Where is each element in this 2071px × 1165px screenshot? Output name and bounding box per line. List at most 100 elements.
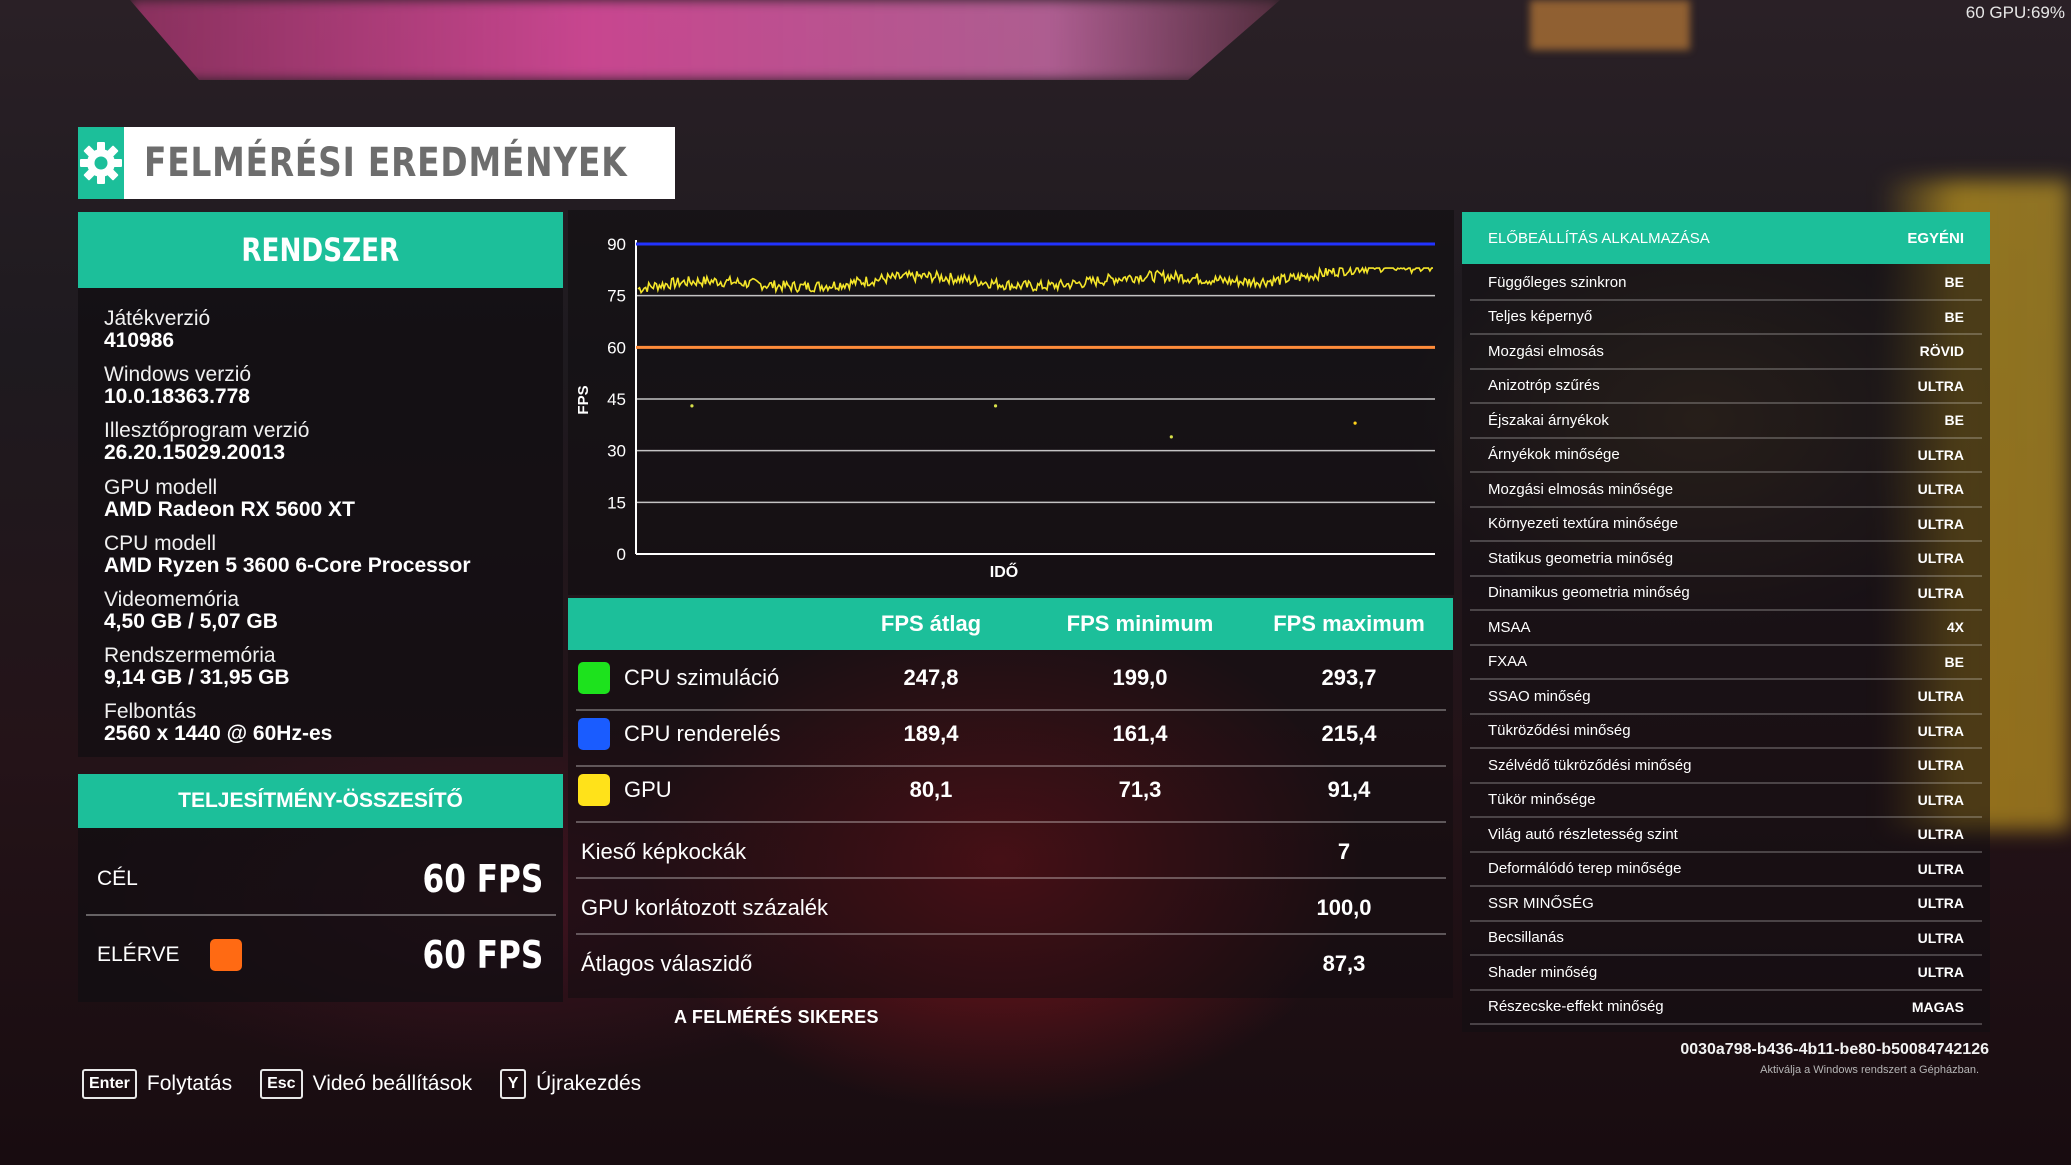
performance-header: TELJESÍTMÉNY-ÖSSZESÍTŐ xyxy=(78,774,563,828)
sys-item-cpu-model: CPU modell AMD Ryzen 5 3600 6-Core Proce… xyxy=(104,532,563,589)
setting-row[interactable]: SSAO minőség ULTRA xyxy=(1470,680,1982,715)
chart-y-tick-label: 0 xyxy=(617,545,626,564)
setting-name: Árnyékok minősége xyxy=(1488,446,1620,464)
y-key[interactable]: Y xyxy=(500,1069,527,1099)
setting-name: Mozgási elmosás minősége xyxy=(1488,480,1674,498)
setting-row[interactable]: Világ autó részletesség szint ULTRA xyxy=(1470,818,1982,853)
divider xyxy=(86,914,556,916)
setting-row[interactable]: Dinamikus geometria minőség ULTRA xyxy=(1470,577,1982,611)
setting-row[interactable]: MSAA 4X xyxy=(1470,611,1982,646)
sys-label: Játékverzió xyxy=(104,307,211,330)
setting-value: ULTRA xyxy=(1917,550,1964,567)
setting-row[interactable]: Teljes képernyő BE xyxy=(1470,301,1982,335)
sys-item-game-version: Játékverzió 410986 xyxy=(104,308,563,364)
fps-results-table: FPS átlag FPS minimum FPS maximum CPU sz… xyxy=(568,598,1453,998)
system-header-label: RENDSZER xyxy=(241,231,400,269)
page-title: FELMÉRÉSI EREDMÉNYEK xyxy=(144,140,628,186)
setting-value: ULTRA xyxy=(1917,481,1964,498)
setting-name: FXAA xyxy=(1488,653,1528,671)
chart-y-tick-label: 60 xyxy=(607,338,626,357)
gear-icon xyxy=(78,127,124,199)
stat-row-dropped-frames: Kieső képkockák 7 xyxy=(568,823,1453,879)
setting-name: Éjszakai árnyékok xyxy=(1488,411,1609,429)
stat-name: Átlagos válaszidő xyxy=(581,951,753,976)
target-row: CÉL 60 FPS xyxy=(78,841,563,916)
chart-series-line-gpu xyxy=(637,265,1433,295)
stat-value: 87,3 xyxy=(1322,951,1366,976)
fps-chart: 90 75 60 45 30 15 0 FPS IDŐ xyxy=(568,210,1454,595)
setting-value: BE xyxy=(1944,274,1964,291)
setting-row[interactable]: Árnyékok minősége ULTRA xyxy=(1470,439,1982,473)
setting-value: ULTRA xyxy=(1917,377,1964,394)
cpu-simulation-swatch xyxy=(578,662,610,694)
setting-name: Részecske-effekt minőség xyxy=(1488,998,1664,1016)
system-header: RENDSZER xyxy=(78,212,563,288)
row-name: GPU xyxy=(624,777,672,802)
sys-item-system-memory: Rendszermemória 9,14 GB / 31,95 GB xyxy=(104,645,563,701)
col-header-min: FPS minimum xyxy=(1066,611,1214,636)
chart-y-tick-label: 45 xyxy=(607,390,626,409)
fps-min: 161,4 xyxy=(1112,721,1168,746)
divider xyxy=(576,765,1446,767)
setting-row[interactable]: Shader minőség ULTRA xyxy=(1470,956,1982,991)
fps-max: 293,7 xyxy=(1321,665,1377,690)
fps-min: 71,3 xyxy=(1118,777,1162,802)
setting-row[interactable]: Anizotróp szűrés ULTRA xyxy=(1470,370,1982,404)
setting-row[interactable]: SSR MINŐSÉG ULTRA xyxy=(1470,887,1982,922)
sys-label: Windows verzió xyxy=(104,363,252,387)
setting-value: ULTRA xyxy=(1917,515,1964,532)
achieved-value: 60 FPS xyxy=(422,932,543,977)
setting-name: Mozgási elmosás xyxy=(1488,342,1604,360)
sys-label: GPU modell xyxy=(104,475,218,499)
setting-value: ULTRA xyxy=(1917,722,1964,739)
setting-row[interactable]: Környezeti textúra minősége ULTRA xyxy=(1470,508,1982,542)
setting-value: ULTRA xyxy=(1917,688,1964,705)
setting-row[interactable]: Deformálódó terep minősége ULTRA xyxy=(1470,853,1982,887)
windows-activation-text: Aktiválja a Windows rendszert a Gépházba… xyxy=(1760,1064,1979,1076)
setting-row[interactable]: Tükör minősége ULTRA xyxy=(1470,784,1982,818)
stat-row-latency: Átlagos válaszidő 87,3 xyxy=(568,935,1453,991)
fps-min: 199,0 xyxy=(1112,665,1168,690)
achieved-row: ELÉRVE 60 FPS xyxy=(78,917,563,992)
setting-row[interactable]: Szélvédő tükröződési minőség ULTRA xyxy=(1470,749,1982,784)
setting-row[interactable]: Tükröződési minőség ULTRA xyxy=(1470,715,1982,749)
setting-value: ULTRA xyxy=(1917,757,1964,774)
setting-value: MAGAS xyxy=(1911,998,1964,1015)
background-sign xyxy=(130,0,1280,80)
sys-item-resolution: Felbontás 2560 x 1440 @ 60Hz-es xyxy=(104,701,563,757)
target-value: 60 FPS xyxy=(422,856,543,901)
enter-key[interactable]: Enter xyxy=(82,1069,137,1099)
continue-action[interactable]: Folytatás xyxy=(146,1072,233,1095)
setting-name: SSR MINŐSÉG xyxy=(1488,894,1594,912)
setting-value: RÖVID xyxy=(1919,343,1964,360)
setting-row[interactable]: Becsillanás ULTRA xyxy=(1470,922,1982,956)
row-name: CPU renderelés xyxy=(624,721,781,746)
restart-action[interactable]: Újrakezdés xyxy=(536,1072,642,1095)
setting-name: SSAO minőség xyxy=(1488,687,1591,705)
chart-y-axis-label: FPS xyxy=(575,385,592,414)
achieved-color-swatch xyxy=(209,938,242,971)
preset-value: EGYÉNI xyxy=(1907,229,1964,247)
setting-row[interactable]: Részecske-effekt minőség MAGAS xyxy=(1470,991,1982,1025)
chart-y-tick-label: 30 xyxy=(607,442,626,461)
stat-value: 100,0 xyxy=(1316,895,1372,920)
stat-row-gpu-limited: GPU korlátozott százalék 100,0 xyxy=(568,879,1453,935)
setting-row[interactable]: Függőleges szinkron BE xyxy=(1470,266,1982,301)
preset-header[interactable]: ELŐBEÁLLÍTÁS ALKALMAZÁSA EGYÉNI xyxy=(1462,212,1990,264)
fps-max: 215,4 xyxy=(1321,721,1377,746)
divider xyxy=(576,709,1446,711)
row-name: CPU szimuláció xyxy=(624,665,780,690)
setting-row[interactable]: FXAA BE xyxy=(1470,646,1982,680)
sys-item-gpu-model: GPU modell AMD Radeon RX 5600 XT xyxy=(104,475,563,533)
setting-row[interactable]: Statikus geometria minőség ULTRA xyxy=(1470,542,1982,577)
setting-row[interactable]: Mozgási elmosás minősége ULTRA xyxy=(1470,473,1982,508)
setting-value: ULTRA xyxy=(1917,446,1964,463)
setting-value: ULTRA xyxy=(1917,860,1964,877)
setting-row[interactable]: Mozgási elmosás RÖVID xyxy=(1470,335,1982,370)
setting-value: ULTRA xyxy=(1917,929,1964,946)
chart-point xyxy=(690,404,694,408)
sys-value: 9,14 GB / 31,95 GB xyxy=(104,666,290,690)
setting-row[interactable]: Éjszakai árnyékok BE xyxy=(1470,404,1982,439)
esc-key[interactable]: Esc xyxy=(260,1069,303,1099)
video-settings-action[interactable]: Videó beállítások xyxy=(312,1072,473,1095)
